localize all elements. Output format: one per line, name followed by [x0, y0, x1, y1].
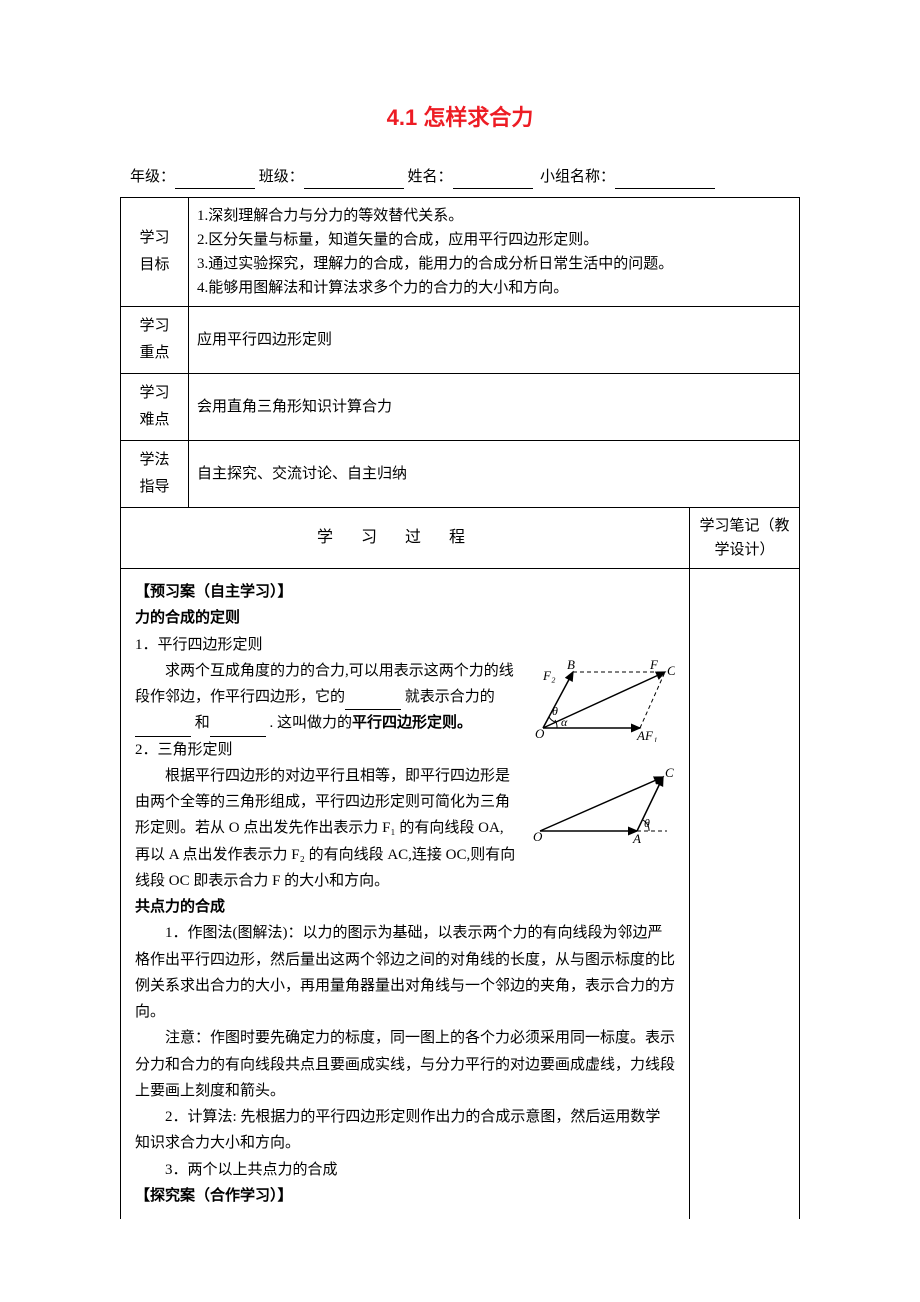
content-body: 【预习案（自主学习）】 力的合成的定则 1．平行四边形定则: [129, 575, 681, 1213]
row-process-header: 学习过程 学习笔记（教学设计）: [121, 508, 800, 569]
class-label: 班级：: [259, 169, 304, 185]
fill-2: [135, 721, 191, 737]
svg-text:θ: θ: [552, 704, 558, 718]
goal-line2: 2.区分矢量与标量，知道矢量的合成，应用平行四边形定则。: [197, 228, 791, 252]
def-title: 力的合成的定则: [135, 605, 675, 631]
svg-text:A: A: [632, 831, 641, 845]
conc-note: 注意：作图时要先确定力的标度，同一图上的各个力必须采用同一标度。表示: [135, 1025, 675, 1051]
svg-text:F: F: [649, 660, 659, 672]
blank-grade: [175, 171, 255, 189]
figure-triangle: O A C θ: [525, 765, 675, 854]
method-content: 自主探究、交流讨论、自主归纳: [189, 441, 800, 508]
pre-header: 【预习案（自主学习）】: [135, 579, 675, 605]
goal-line3: 3.通过实验探究，理解力的合成，能用力的合成分析日常生活中的问题。: [197, 252, 791, 276]
svg-text:θ: θ: [644, 816, 650, 830]
svg-text:O: O: [535, 726, 545, 741]
rule1-text-c: 和: [195, 715, 210, 731]
svg-text:C: C: [665, 765, 674, 780]
row-method: 学法 指导 自主探究、交流讨论、自主归纳: [121, 441, 800, 508]
info-row: 年级： 班级： 姓名： 小组名称：: [120, 165, 800, 189]
figure-parallelogram: O A B C F F₁ F₂ θ α: [525, 660, 675, 751]
rule1-text-d: . 这叫做力的: [270, 715, 353, 731]
svg-text:O: O: [533, 829, 543, 844]
goal-line4: 4.能够用图解法和计算法求多个力的合力的大小和方向。: [197, 276, 791, 300]
process-label: 学习过程: [121, 508, 690, 569]
rule1-bold: 平行四边形定则。: [352, 715, 472, 731]
grade-label: 年级：: [130, 169, 175, 185]
notes-cell: [690, 569, 800, 1220]
body-cell: 【预习案（自主学习）】 力的合成的定则 1．平行四边形定则: [121, 569, 690, 1220]
diff-label: 学习 难点: [121, 374, 189, 441]
svg-text:F₂: F₂: [542, 668, 556, 683]
svg-text:B: B: [567, 660, 575, 672]
svg-text:α: α: [561, 715, 568, 729]
row-difficulty: 学习 难点 会用直角三角形知识计算合力: [121, 374, 800, 441]
focus-label: 学习 重点: [121, 307, 189, 374]
blank-group: [615, 171, 715, 189]
rule1-text-b: 就表示合力的: [405, 689, 495, 705]
goal-label: 学习 目标: [121, 198, 189, 307]
conc-p4: 3．两个以上共点力的合成: [135, 1157, 675, 1183]
conc-p1: 1．作图法(图解法)：以力的图示为基础，以表示两个力的有向线段为邻边严格作出平行…: [135, 920, 675, 1025]
rule1-title: 1．平行四边形定则: [135, 632, 675, 658]
fill-1: [345, 694, 401, 710]
conc-title: 共点力的合成: [135, 894, 675, 920]
row-goal: 学习 目标 1.深刻理解合力与分力的等效替代关系。 2.区分矢量与标量，知道矢量…: [121, 198, 800, 307]
conc-p2: 分力和合力的有向线段共点且要画成实线，与分力平行的对边要画成虚线，力线段上要画上…: [135, 1052, 675, 1105]
method-label: 学法 指导: [121, 441, 189, 508]
main-table: 学习 目标 1.深刻理解合力与分力的等效替代关系。 2.区分矢量与标量，知道矢量…: [120, 197, 800, 1219]
conc-p3: 2．计算法: 先根据力的平行四边形定则作出力的合成示意图，然后运用数学知识求合力…: [135, 1104, 675, 1157]
group-label: 小组名称：: [540, 169, 615, 185]
svg-text:F₁: F₁: [644, 728, 657, 742]
row-body: 【预习案（自主学习）】 力的合成的定则 1．平行四边形定则: [121, 569, 800, 1220]
name-label: 姓名：: [408, 169, 453, 185]
goal-content: 1.深刻理解合力与分力的等效替代关系。 2.区分矢量与标量，知道矢量的合成，应用…: [189, 198, 800, 307]
goal-line1: 1.深刻理解合力与分力的等效替代关系。: [197, 204, 791, 228]
notes-label: 学习笔记（教学设计）: [690, 508, 800, 569]
page-title: 4.1 怎样求合力: [120, 100, 800, 135]
svg-text:A: A: [636, 728, 645, 742]
diff-content: 会用直角三角形知识计算合力: [189, 374, 800, 441]
blank-class: [304, 171, 404, 189]
blank-name: [453, 171, 533, 189]
svg-text:C: C: [667, 663, 675, 678]
exp-header: 【探究案（合作学习）】: [135, 1183, 675, 1209]
row-focus: 学习 重点 应用平行四边形定则: [121, 307, 800, 374]
fill-3: [210, 721, 266, 737]
focus-content: 应用平行四边形定则: [189, 307, 800, 374]
